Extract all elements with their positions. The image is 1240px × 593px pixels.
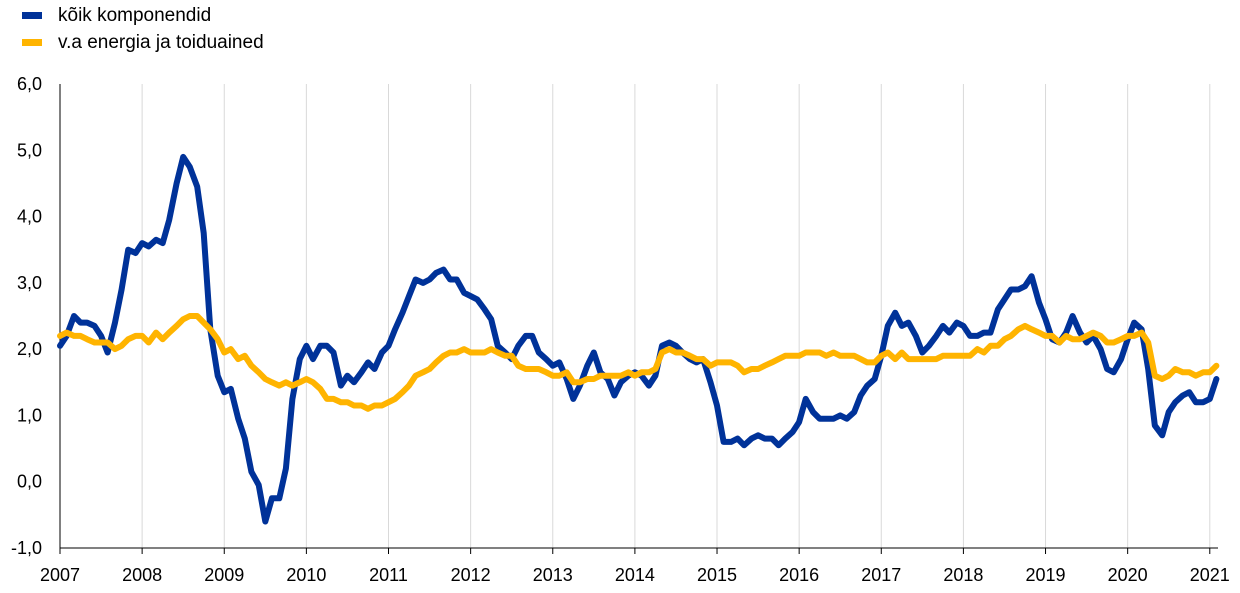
series-lines bbox=[57, 153, 1220, 525]
x-tick-label-2021: 2021 bbox=[1190, 565, 1230, 585]
axes bbox=[59, 84, 1218, 554]
series-line-core bbox=[57, 313, 1220, 412]
y-tick-label: 3,0 bbox=[17, 273, 42, 293]
x-tick-label-2014: 2014 bbox=[615, 565, 655, 585]
y-tick-label: -1,0 bbox=[11, 538, 42, 558]
legend-label-core: v.a energia ja toiduained bbox=[58, 31, 264, 53]
y-tick-label: 0,0 bbox=[17, 472, 42, 492]
legend-label-all-components: kõik komponendid bbox=[58, 4, 212, 26]
x-tick-label-2012: 2012 bbox=[451, 565, 491, 585]
x-tick-label-2013: 2013 bbox=[533, 565, 573, 585]
x-tick-label-2009: 2009 bbox=[204, 565, 244, 585]
x-tick-label-2020: 2020 bbox=[1108, 565, 1148, 585]
x-tick-label-2008: 2008 bbox=[122, 565, 162, 585]
x-tick-label-2018: 2018 bbox=[943, 565, 983, 585]
y-tick-label: 6,0 bbox=[17, 74, 42, 94]
legend-swatch-yellow bbox=[22, 39, 42, 46]
legend-swatch-blue bbox=[22, 12, 42, 19]
x-tick-label-2010: 2010 bbox=[286, 565, 326, 585]
y-tick-label: 4,0 bbox=[17, 207, 42, 227]
x-tick-label-2015: 2015 bbox=[697, 565, 737, 585]
x-tick-label-2011: 2011 bbox=[369, 565, 408, 585]
tick-labels: 2007 2008 2009 2010 2011 2012 2013 2014 2015 2016… bbox=[11, 74, 1230, 585]
gridlines bbox=[141, 84, 1211, 548]
x-tick-label-2007: 2007 bbox=[40, 565, 80, 585]
legend-item-core: v.a energia ja toiduained bbox=[22, 29, 264, 56]
x-tick-label-2016: 2016 bbox=[779, 565, 819, 585]
legend: kõik komponendid v.a energia ja toiduain… bbox=[22, 2, 264, 56]
y-tick-label: 5,0 bbox=[17, 140, 42, 160]
y-tick-label: 2,0 bbox=[17, 339, 42, 359]
x-tick-label-2017: 2017 bbox=[861, 565, 901, 585]
x-tick-label-2019: 2019 bbox=[1026, 565, 1066, 585]
y-tick-label: 1,0 bbox=[17, 405, 42, 425]
legend-item-all-components: kõik komponendid bbox=[22, 2, 264, 29]
series-line-all-components bbox=[57, 153, 1220, 525]
